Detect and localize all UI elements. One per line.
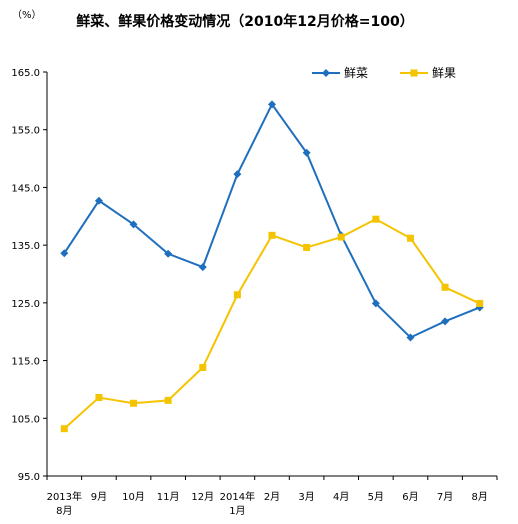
x-tick-label: 10月 — [122, 491, 145, 503]
legend-marker — [322, 69, 330, 77]
y-tick-label: 135.0 — [11, 241, 40, 252]
x-tick-label: 2014年 1月 — [220, 490, 255, 517]
y-axis-ticks: 95.0 105.0 115.0 125.0 135.0 145.0 155.0 165.0 — [11, 68, 47, 483]
data-point — [441, 283, 449, 291]
data-point — [130, 399, 138, 407]
data-point — [60, 249, 69, 258]
x-tick-label-line: 8月 — [56, 505, 72, 517]
legend-item: 鲜果 — [400, 66, 456, 80]
data-point — [94, 196, 103, 205]
y-tick-label: 155.0 — [11, 126, 40, 137]
x-tick-label-line: 2013年 — [47, 490, 82, 503]
data-point — [268, 231, 276, 239]
x-tick-label-line: 7月 — [437, 491, 453, 503]
legend-label: 鲜果 — [432, 66, 456, 80]
series-layer — [60, 100, 484, 433]
x-tick-label-line: 8月 — [472, 491, 488, 503]
x-tick-label: 12月 — [191, 491, 214, 503]
data-point — [129, 220, 138, 229]
legend-label: 鲜菜 — [344, 66, 368, 80]
chart-title: 鲜菜、鲜果价格变动情况（2010年12月价格=100） — [76, 13, 413, 30]
y-tick-label: 165.0 — [11, 68, 40, 79]
x-tick-label: 9月 — [91, 491, 107, 503]
data-point — [198, 263, 207, 272]
x-tick-label: 8月 — [472, 491, 488, 503]
data-point — [406, 234, 414, 242]
data-point — [164, 249, 173, 258]
x-tick-label-line: 9月 — [91, 491, 107, 503]
data-point — [164, 396, 172, 404]
x-tick-label-line: 2月 — [264, 491, 280, 503]
x-tick-label: 11月 — [157, 491, 180, 503]
data-point — [302, 148, 311, 157]
x-tick-label: 5月 — [368, 491, 384, 503]
series-line — [63, 102, 481, 339]
x-axis-ticks: 2013年 8月 9月 10月 11月 12月 2014年 1月 2月 3月 4月 5月 6月 7月 8月 — [46, 476, 498, 517]
x-tick-label-line: 4月 — [333, 491, 349, 503]
y-tick-label: 125.0 — [11, 299, 40, 310]
x-tick-label: 7月 — [437, 491, 453, 503]
data-point — [199, 363, 207, 371]
x-tick-label-line: 3月 — [298, 491, 314, 503]
x-tick-label-line: 6月 — [402, 491, 418, 503]
y-tick-label: 105.0 — [11, 414, 40, 425]
data-point — [406, 333, 415, 342]
data-point — [95, 394, 103, 402]
series-line — [63, 218, 481, 430]
data-point — [233, 291, 241, 299]
y-tick-label: 145.0 — [11, 183, 40, 194]
x-tick-label: 2月 — [264, 491, 280, 503]
data-point — [371, 299, 380, 308]
data-point — [303, 243, 311, 251]
y-unit-label: （%） — [12, 9, 42, 21]
x-tick-label-line: 5月 — [368, 491, 384, 503]
x-tick-label-line: 11月 — [157, 491, 180, 503]
x-tick-label: 2013年 8月 — [47, 490, 82, 517]
x-tick-label-line: 2014年 — [220, 490, 255, 503]
y-tick-label: 115.0 — [11, 357, 40, 368]
legend-marker — [410, 69, 418, 77]
data-point — [60, 425, 68, 433]
legend: 鲜菜 鲜果 — [312, 66, 456, 80]
data-point — [337, 233, 345, 241]
series-2 — [60, 215, 484, 433]
data-point — [372, 215, 380, 223]
x-tick-label-line: 12月 — [191, 491, 214, 503]
data-point — [268, 100, 276, 109]
data-point — [441, 317, 450, 326]
data-point — [233, 170, 242, 179]
series-1 — [60, 100, 484, 342]
axes — [46, 72, 497, 477]
legend-item: 鲜菜 — [312, 66, 368, 80]
x-tick-label-line: 1月 — [229, 505, 245, 517]
y-tick-label: 95.0 — [18, 472, 40, 483]
x-tick-label: 4月 — [333, 491, 349, 503]
x-tick-label: 3月 — [298, 491, 314, 503]
x-tick-label-line: 10月 — [122, 491, 145, 503]
data-point — [476, 299, 484, 307]
x-tick-label: 6月 — [402, 491, 418, 503]
